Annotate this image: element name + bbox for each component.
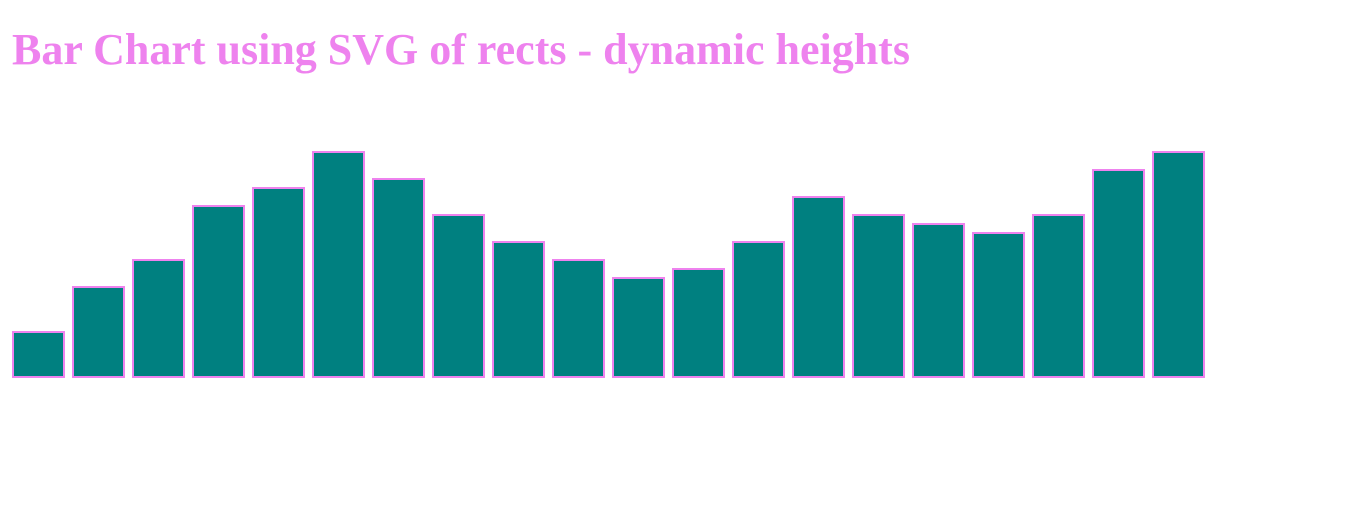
bar-8 (432, 214, 485, 378)
bar-15 (852, 214, 905, 378)
bar-19 (1092, 169, 1145, 378)
bar-4 (192, 205, 245, 378)
bar-9 (492, 241, 545, 378)
bar-6 (312, 151, 365, 378)
bar-12 (672, 268, 725, 378)
bar-13 (732, 241, 785, 378)
bar-10 (552, 259, 605, 378)
bar-1 (12, 331, 65, 378)
bar-18 (1032, 214, 1085, 378)
bars-group (12, 151, 1205, 378)
bar-2 (72, 286, 125, 378)
bar-5 (252, 187, 305, 378)
bar-7 (372, 178, 425, 378)
page-title: Bar Chart using SVG of rects - dynamic h… (12, 25, 910, 74)
bar-17 (972, 232, 1025, 378)
bar-11 (612, 277, 665, 378)
bar-16 (912, 223, 965, 378)
bar-20 (1152, 151, 1205, 378)
bar-14 (792, 196, 845, 378)
bar-3 (132, 259, 185, 378)
